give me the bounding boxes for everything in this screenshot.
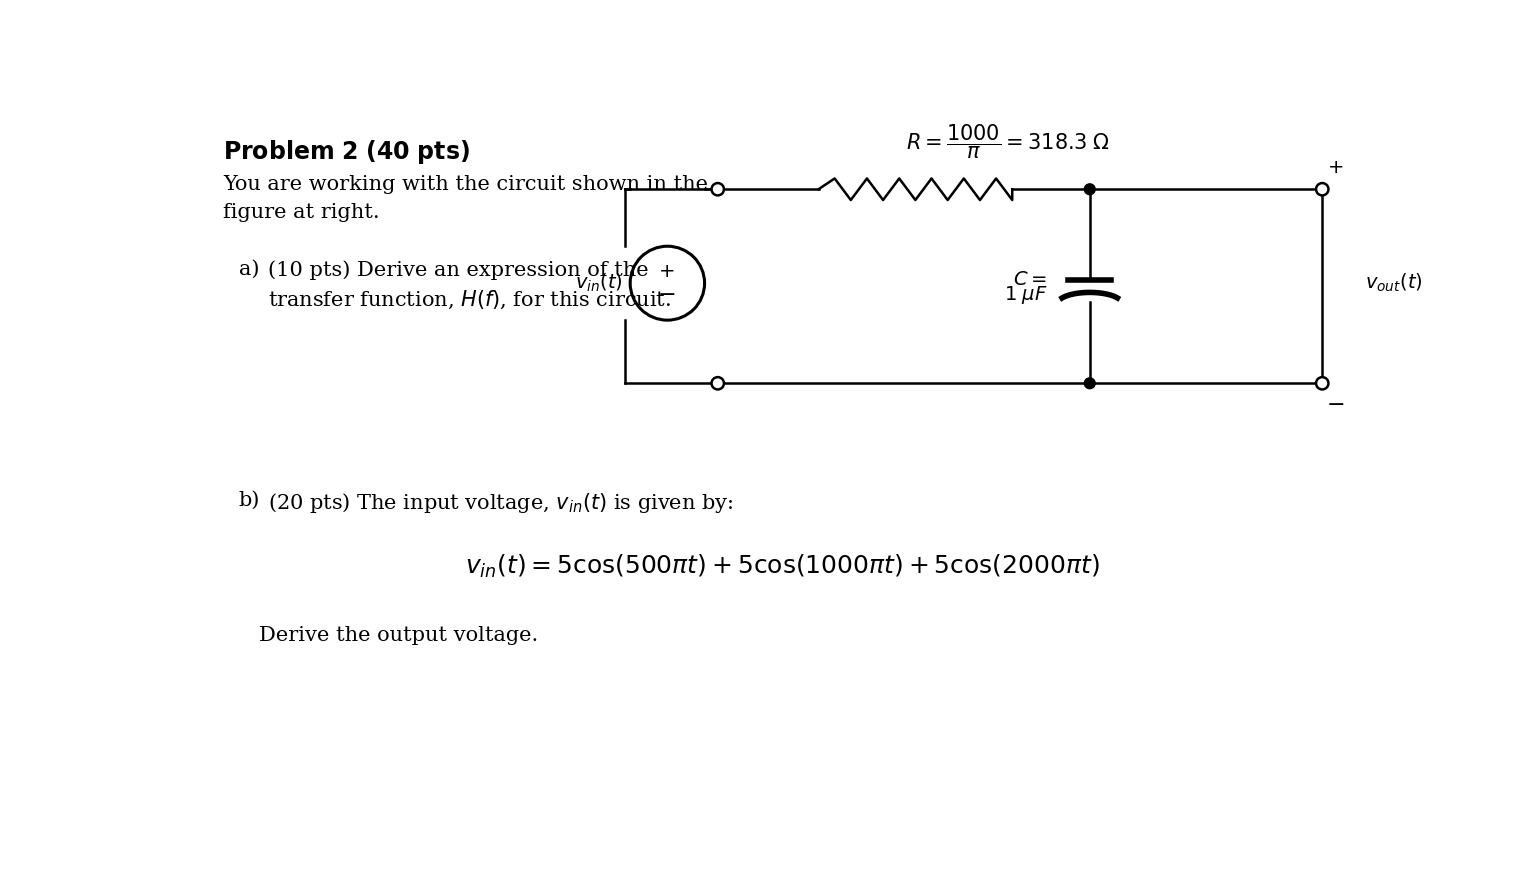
Circle shape: [1315, 377, 1329, 390]
Text: $C =$: $C =$: [1013, 271, 1047, 289]
Text: +: +: [1328, 158, 1344, 177]
Text: You are working with the circuit shown in the
figure at right.: You are working with the circuit shown i…: [223, 175, 708, 222]
Text: $v_{in}(t) = 5\cos(500\pi t) + 5\cos(1000\pi t) + 5\cos(2000\pi t)$: $v_{in}(t) = 5\cos(500\pi t) + 5\cos(100…: [465, 552, 1099, 580]
Text: $\mathbf{Problem\ 2\ (40\ pts)}$: $\mathbf{Problem\ 2\ (40\ pts)}$: [223, 139, 470, 166]
Text: b): b): [238, 492, 259, 510]
Text: a): a): [238, 260, 259, 279]
Circle shape: [1085, 377, 1096, 389]
Text: −: −: [1328, 395, 1346, 415]
Circle shape: [711, 183, 723, 195]
Text: −: −: [658, 285, 676, 305]
Text: +: +: [659, 263, 676, 281]
Text: $v_{out}(t)$: $v_{out}(t)$: [1364, 272, 1422, 294]
Text: $R = \dfrac{1000}{\pi} = 318.3\;\Omega$: $R = \dfrac{1000}{\pi} = 318.3\;\Omega$: [906, 122, 1111, 161]
Text: (20 pts) The input voltage, $v_{in}(t)$ is given by:: (20 pts) The input voltage, $v_{in}(t)$ …: [269, 492, 734, 515]
Circle shape: [1315, 183, 1329, 195]
Circle shape: [1085, 184, 1096, 194]
Text: (10 pts) Derive an expression of the
transfer function, $H(f)$, for this circuit: (10 pts) Derive an expression of the tra…: [269, 260, 671, 311]
Text: $1\;\mu F$: $1\;\mu F$: [1004, 285, 1047, 307]
Text: Derive the output voltage.: Derive the output voltage.: [259, 626, 539, 644]
Circle shape: [711, 377, 723, 390]
Text: $v_{in}(t)$: $v_{in}(t)$: [575, 272, 623, 294]
